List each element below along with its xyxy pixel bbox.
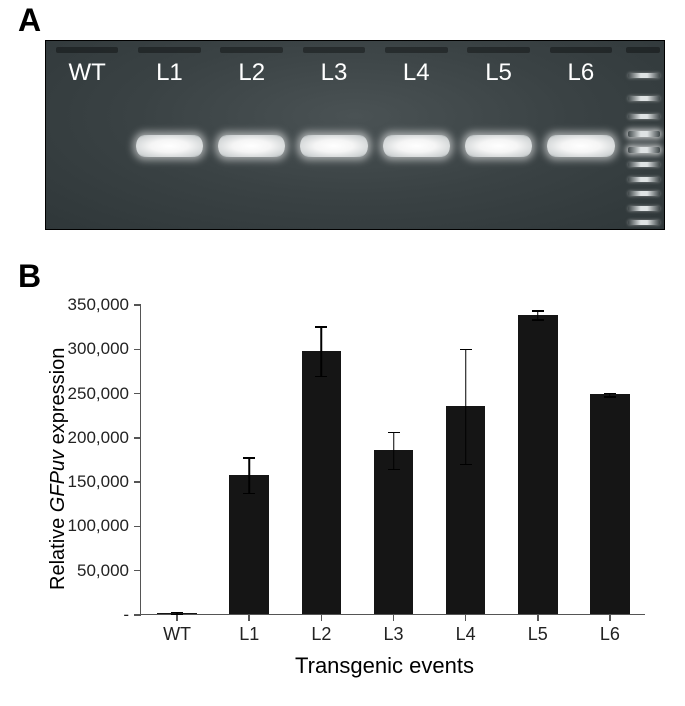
ladder-band xyxy=(628,177,660,182)
chart-bar xyxy=(518,315,558,614)
error-bar-line xyxy=(321,327,323,377)
error-bar-cap xyxy=(171,614,183,616)
chart-bar xyxy=(374,450,414,614)
ladder-band xyxy=(628,220,660,225)
x-tick xyxy=(609,614,611,621)
y-tick xyxy=(134,437,141,439)
y-tick xyxy=(134,304,141,306)
y-tick-label: 300,000 xyxy=(68,339,129,359)
y-tick xyxy=(134,349,141,351)
x-tick-label: L6 xyxy=(600,624,620,645)
x-tick-label: WT xyxy=(163,624,191,645)
y-axis-title-suffix: expression xyxy=(47,348,69,450)
x-tick-label: L4 xyxy=(456,624,476,645)
plot-area: -50,000100,000150,000200,000250,000300,0… xyxy=(140,305,645,615)
gel-lane-label: L1 xyxy=(128,59,210,89)
error-bar-cap xyxy=(532,319,544,321)
error-bar-cap xyxy=(315,376,327,378)
gel-lane-label: WT xyxy=(46,59,128,89)
ladder-band xyxy=(628,131,660,137)
x-tick-label: L1 xyxy=(239,624,259,645)
ladder-band xyxy=(628,96,660,101)
gel-band xyxy=(300,135,367,157)
bar-chart: - 50,000 100,000 150,000 200,000 250,000 300,0… xyxy=(45,295,665,690)
x-tick xyxy=(248,614,250,621)
error-bar-cap xyxy=(604,393,616,395)
y-tick-label: - xyxy=(123,605,129,625)
gel-band xyxy=(218,135,285,157)
y-tick xyxy=(134,614,141,616)
x-tick-label: L2 xyxy=(311,624,331,645)
error-bar-cap xyxy=(388,469,400,471)
y-tick-label: 350,000 xyxy=(68,295,129,315)
ladder-band xyxy=(628,191,660,196)
y-tick-label: 200,000 xyxy=(68,428,129,448)
error-bar-cap xyxy=(315,326,327,328)
y-tick xyxy=(134,570,141,572)
gel-well xyxy=(303,47,366,53)
ladder-band xyxy=(628,114,660,119)
y-axis-title: Relative GFPuv expression xyxy=(47,348,70,590)
error-bar-cap xyxy=(243,457,255,459)
gel-well xyxy=(467,47,530,53)
y-tick-label: 150,000 xyxy=(68,472,129,492)
error-bar-cap xyxy=(388,432,400,434)
gel-lane-label: L3 xyxy=(293,59,375,89)
x-tick-label: L5 xyxy=(528,624,548,645)
y-tick-label: 50,000 xyxy=(77,561,129,581)
ladder-band xyxy=(628,162,660,167)
error-bar-line xyxy=(248,458,250,493)
gel-band xyxy=(465,135,532,157)
y-axis-title-italic: GFPuv xyxy=(47,450,69,512)
y-tick xyxy=(134,393,141,395)
gel-well xyxy=(138,47,201,53)
gel-band xyxy=(136,135,203,157)
error-bar-line xyxy=(393,433,395,470)
y-tick xyxy=(134,481,141,483)
panel-b-label: B xyxy=(18,258,41,295)
gel-image: WTL1L2L3L4L5L6 xyxy=(45,40,665,230)
x-tick xyxy=(321,614,323,621)
error-bar-cap xyxy=(460,349,472,351)
gel-well xyxy=(220,47,283,53)
panel-a-label: A xyxy=(18,2,41,39)
gel-well xyxy=(550,47,613,53)
gel-well xyxy=(626,47,660,53)
x-tick xyxy=(465,614,467,621)
x-tick xyxy=(537,614,539,621)
chart-bar xyxy=(302,351,342,614)
error-bar-cap xyxy=(532,310,544,312)
y-axis-title-prefix: Relative xyxy=(47,512,69,590)
y-tick-label: 250,000 xyxy=(68,384,129,404)
gel-lane-label: L6 xyxy=(540,59,622,89)
y-tick-label: 100,000 xyxy=(68,516,129,536)
gel-band xyxy=(547,135,614,157)
gel-lane-labels-row: WTL1L2L3L4L5L6 xyxy=(46,59,622,89)
error-bar-cap xyxy=(604,396,616,398)
error-bar-line xyxy=(465,349,467,464)
ladder-band xyxy=(628,73,660,78)
chart-bar xyxy=(229,475,269,614)
error-bar-cap xyxy=(460,464,472,466)
error-bar-cap xyxy=(243,493,255,495)
gel-band xyxy=(383,135,450,157)
y-tick xyxy=(134,526,141,528)
chart-bar xyxy=(590,394,630,614)
ladder-band xyxy=(628,206,660,211)
gel-lane-label: L2 xyxy=(211,59,293,89)
x-tick xyxy=(393,614,395,621)
gel-lane-label: L5 xyxy=(457,59,539,89)
gel-lane-label: L4 xyxy=(375,59,457,89)
gel-well xyxy=(385,47,448,53)
x-axis-title: Transgenic events xyxy=(295,653,474,679)
x-tick-label: L3 xyxy=(383,624,403,645)
gel-well xyxy=(56,47,119,53)
ladder-band xyxy=(628,147,660,153)
